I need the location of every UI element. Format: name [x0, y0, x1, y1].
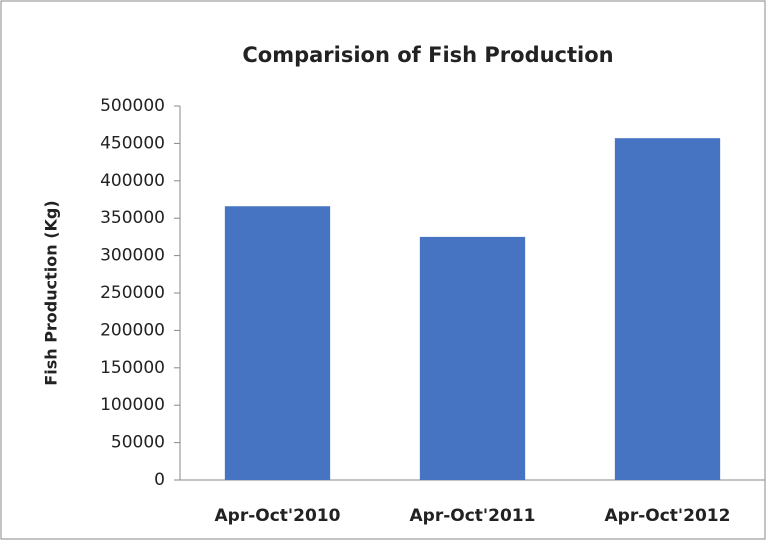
chart-title: Comparision of Fish Production [242, 43, 613, 67]
y-tick-label: 500000 [100, 96, 165, 116]
y-tick-label: 0 [154, 470, 165, 490]
y-axis-label: Fish Production (Kg) [42, 200, 61, 385]
y-tick-label: 250000 [100, 283, 165, 303]
y-tick-label: 300000 [100, 246, 165, 266]
y-tick-label: 100000 [100, 395, 165, 415]
x-tick-label: Apr-Oct'2011 [410, 506, 536, 526]
y-tick-label: 200000 [100, 320, 165, 340]
y-tick-label: 150000 [100, 358, 165, 378]
x-tick-label: Apr-Oct'2012 [605, 506, 731, 526]
x-tick-label: Apr-Oct'2010 [215, 506, 341, 526]
y-tick-label: 400000 [100, 171, 165, 191]
bar [614, 138, 721, 480]
y-tick-label: 50000 [111, 433, 165, 453]
bar [419, 236, 526, 480]
bar [224, 206, 331, 480]
y-tick-label: 350000 [100, 208, 165, 228]
y-tick-label: 450000 [100, 133, 165, 153]
